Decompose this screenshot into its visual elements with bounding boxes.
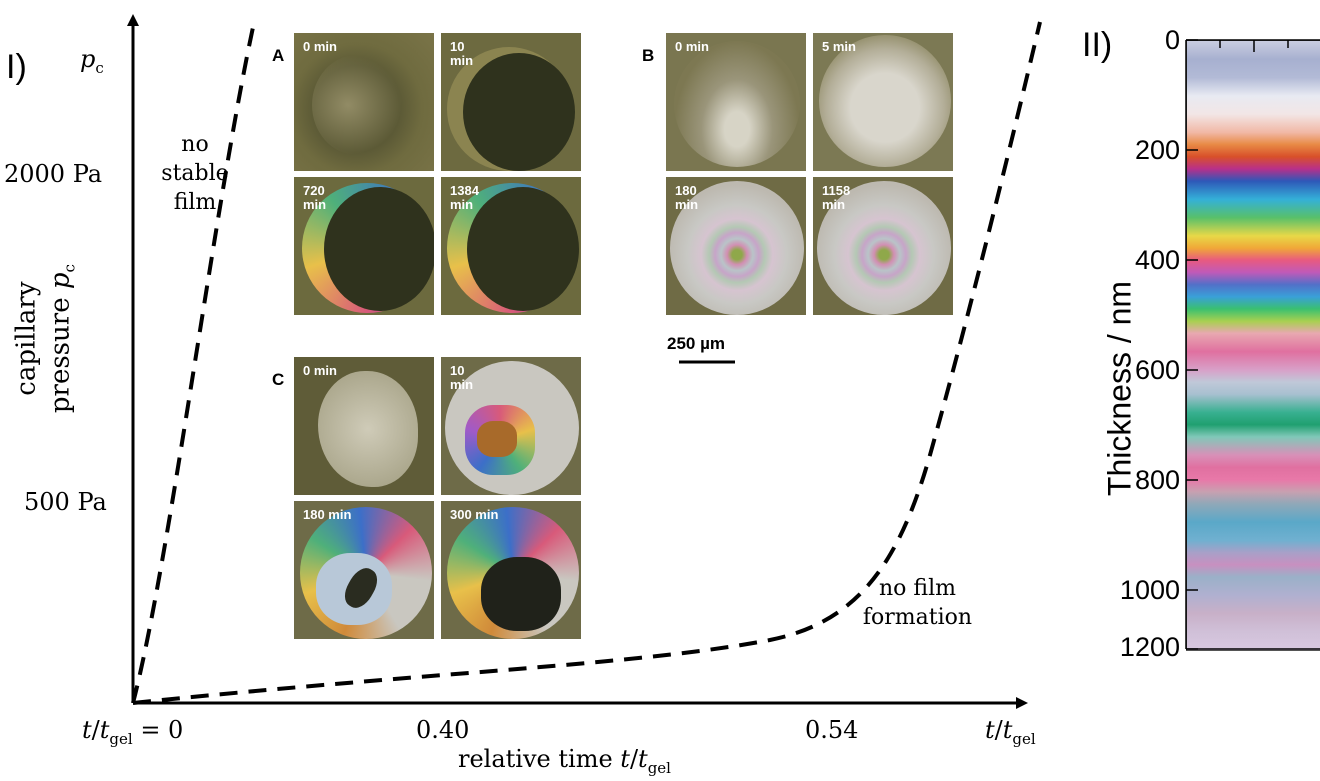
inset-c-tile-2: 10 min [441, 357, 581, 495]
panel-label-ii: II) [1082, 26, 1113, 64]
x-tick-0-54: 0.54 [805, 716, 859, 744]
thickness-tick-1000: 1000 [1119, 575, 1180, 605]
x-tick-origin: t/tgel = 0 [82, 716, 184, 748]
inset-b-tile-4: 1158 min [813, 177, 953, 315]
thickness-tick-800: 800 [1134, 465, 1180, 495]
thickness-tick-200: 200 [1134, 135, 1180, 165]
inset-b-tile-2: 5 min [813, 33, 953, 171]
region-no-stable-film: no stable film [161, 132, 229, 215]
y-axis-label: capillary pressure pc [11, 264, 79, 414]
panel-label-i: I) [6, 48, 27, 86]
y-tick-500: 500 Pa [24, 488, 107, 516]
scale-bar-label: 250 µm [667, 334, 725, 353]
inset-a-tile-2: 10 min [441, 33, 581, 171]
inset-c-letter: C [272, 370, 285, 389]
inset-b-tile-1: 0 min [666, 33, 806, 171]
inset-a-tile-3: 720 min [294, 177, 434, 315]
inset-c-tile-4: 300 min [441, 501, 581, 639]
x-axis-label: relative time t/tgel [458, 745, 671, 777]
boundary-no-stable-film [131, 17, 257, 704]
region-no-film-formation: no film formation [862, 576, 973, 630]
inset-c-tile-1: 0 min [294, 357, 434, 495]
y-axis-symbol: pc [80, 45, 104, 77]
inset-c-tile-3: 180 min [294, 501, 434, 639]
inset-a-tile-1: 0 min [294, 33, 434, 171]
thickness-tick-1200: 1200 [1119, 632, 1180, 662]
thickness-axis-title-wrap: Thickness / nm [990, 281, 1250, 496]
thickness-axis [1185, 39, 1320, 650]
inset-b-tile-3: 180 min [666, 177, 806, 315]
thickness-tick-0: 0 [1164, 25, 1180, 55]
inset-a-letter: A [272, 46, 285, 65]
x-tick-0-40: 0.40 [416, 716, 470, 744]
inset-b-letter: B [642, 46, 655, 65]
y-tick-2000: 2000 Pa [4, 160, 103, 188]
thickness-tick-600: 600 [1134, 355, 1180, 385]
x-axis-end-label: t/tgel [985, 716, 1036, 748]
thickness-axis-title: Thickness / nm [1101, 280, 1138, 497]
inset-a-tile-4: 1384 min [441, 177, 581, 315]
boundary-no-film-formation [132, 21, 1042, 705]
thickness-tick-400: 400 [1134, 245, 1180, 275]
